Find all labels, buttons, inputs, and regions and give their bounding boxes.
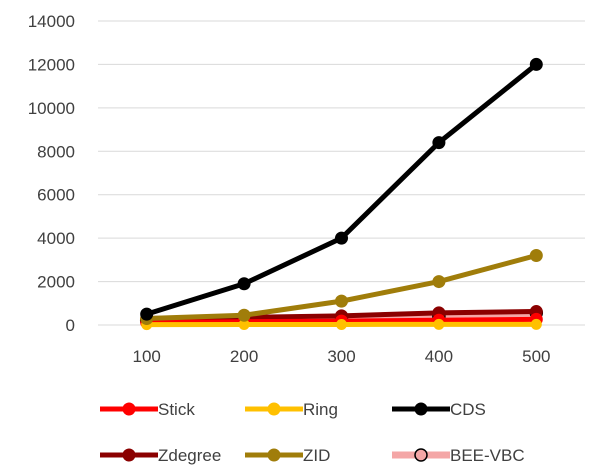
series-line-cds xyxy=(145,62,538,317)
legend-item-ring: Ring xyxy=(245,400,338,419)
legend-label: CDS xyxy=(450,400,486,419)
x-tick-label: 400 xyxy=(425,347,453,366)
data-point-zid xyxy=(237,308,251,322)
x-tick-label: 300 xyxy=(327,347,355,366)
legend-label: Stick xyxy=(158,400,195,419)
x-tick-label: 500 xyxy=(522,347,550,366)
x-axis: 100 200 300 400 500 xyxy=(133,347,551,366)
data-point-ring xyxy=(530,318,542,330)
data-point-cds xyxy=(140,307,154,321)
legend-marker xyxy=(122,448,136,462)
legend-marker xyxy=(267,402,281,416)
legend-label: Zdegree xyxy=(158,446,221,465)
y-tick-label: 4000 xyxy=(37,229,75,248)
legend-label: BEE-VBC xyxy=(450,446,525,465)
legend-marker xyxy=(414,402,428,416)
legend-item-stick: Stick xyxy=(100,400,195,419)
legend-marker xyxy=(267,448,281,462)
legend-label: ZID xyxy=(303,446,330,465)
data-point-zid xyxy=(335,294,348,308)
y-tick-label: 6000 xyxy=(37,186,75,205)
legend: Stick Ring CDS Zdegree ZID BEE-VBC xyxy=(100,400,525,465)
y-tick-label: 14000 xyxy=(28,12,75,31)
data-point-zid xyxy=(529,249,543,263)
y-tick-label: 10000 xyxy=(28,99,75,118)
legend-item-bee-vbc: BEE-VBC xyxy=(392,446,525,465)
data-point-cds xyxy=(237,277,251,291)
x-tick-label: 100 xyxy=(133,347,161,366)
data-point-ring xyxy=(433,318,445,330)
data-point-cds xyxy=(335,231,348,245)
gridlines xyxy=(98,20,585,326)
y-tick-label: 8000 xyxy=(37,142,75,161)
legend-marker xyxy=(414,448,428,462)
y-tick-label: 2000 xyxy=(37,273,75,292)
x-tick-label: 200 xyxy=(230,347,258,366)
data-point-cds xyxy=(529,57,543,71)
legend-item-cds: CDS xyxy=(392,400,486,419)
y-axis: 0 2000 4000 6000 8000 10000 12000 14000 xyxy=(28,12,75,335)
legend-marker xyxy=(122,402,136,416)
legend-item-zid: ZID xyxy=(245,446,330,465)
series-line-zid xyxy=(146,253,537,321)
data-point-cds xyxy=(432,136,446,150)
legend-item-zdegree: Zdegree xyxy=(100,446,221,465)
y-tick-label: 0 xyxy=(66,316,75,335)
legend-label: Ring xyxy=(303,400,338,419)
data-point-zid xyxy=(432,275,446,289)
data-point-ring xyxy=(336,318,347,330)
series-lines xyxy=(139,57,544,331)
y-tick-label: 12000 xyxy=(28,55,75,74)
